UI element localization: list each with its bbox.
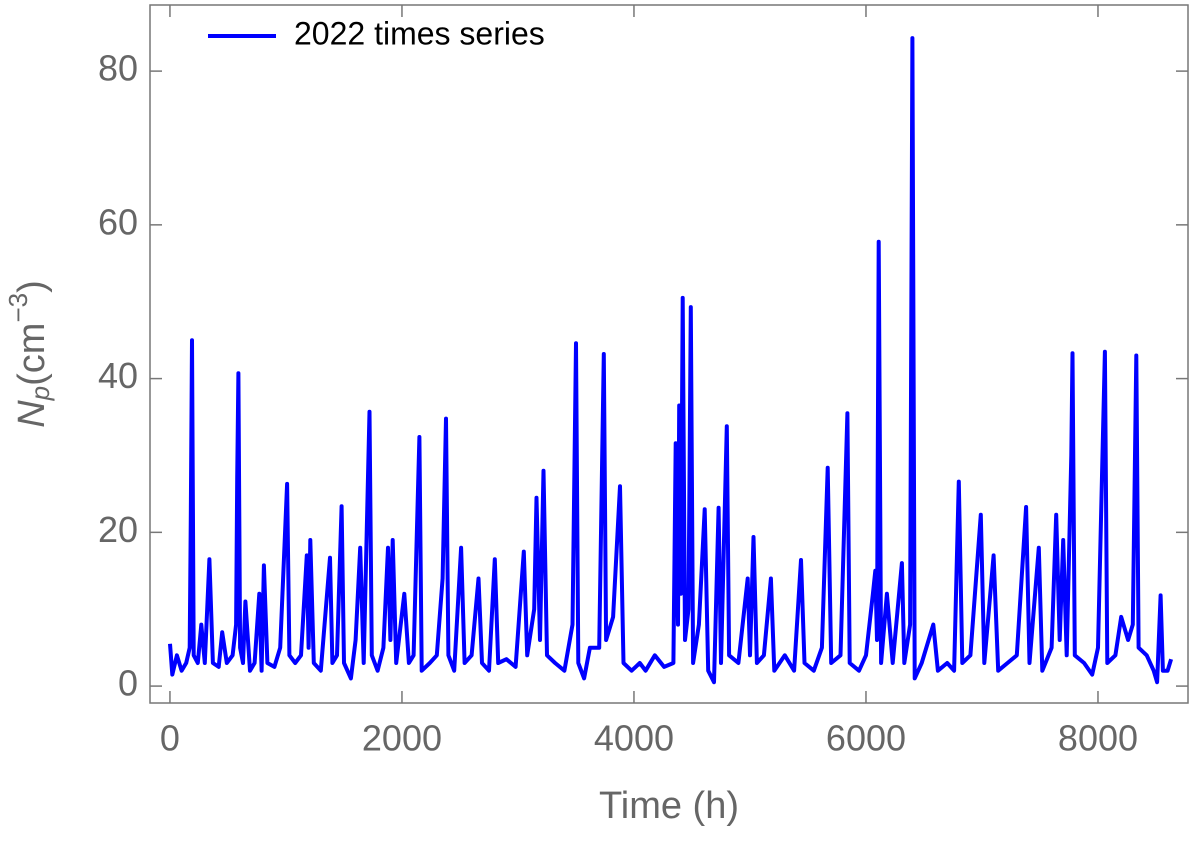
x-axis-label: Time (h) — [599, 785, 739, 827]
y-label-part: (cm — [11, 323, 53, 386]
y-label-part: ) — [11, 280, 53, 293]
y-tick-label: 40 — [98, 355, 138, 396]
y-tick-label: 20 — [98, 509, 138, 550]
legend-label: 2022 times series — [294, 15, 545, 51]
x-tick-label: 6000 — [826, 718, 906, 759]
y-tick-label: 60 — [98, 201, 138, 242]
y-tick-label: 80 — [98, 48, 138, 89]
x-tick-label: 0 — [160, 718, 180, 759]
x-tick-label: 2000 — [362, 718, 442, 759]
plot-frame — [149, 4, 1189, 704]
x-tick-label: 8000 — [1058, 718, 1138, 759]
y-label-part: p — [25, 386, 55, 401]
series-line — [168, 36, 1174, 685]
y-axis-label: Np(cm−3) — [3, 280, 55, 428]
x-tick-label: 4000 — [594, 718, 674, 759]
y-label-part: −3 — [3, 293, 33, 323]
y-label-part: N — [11, 400, 53, 428]
y-tick-label: 0 — [118, 663, 138, 704]
